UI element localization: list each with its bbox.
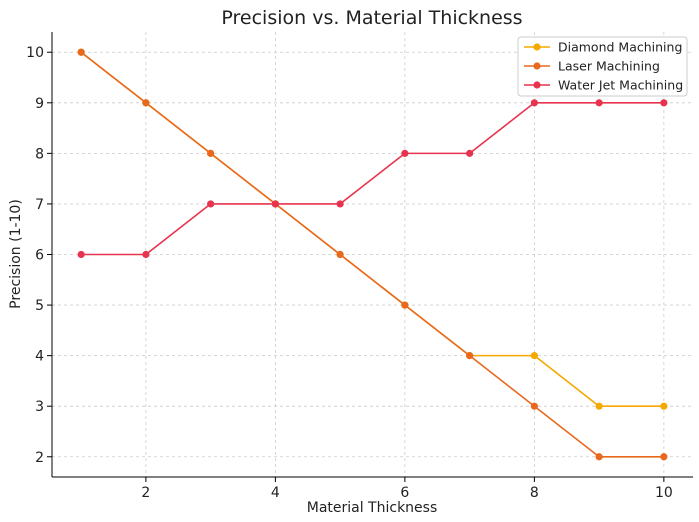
legend: Diamond Machining Laser Machining Water Je… [517, 36, 688, 97]
data-point-laser-machining-1 [77, 48, 85, 56]
legend-item: Water Jet Machining [524, 78, 683, 93]
data-point-laser-machining-6 [401, 301, 409, 309]
x-ticks: 2 4 6 8 10 [141, 477, 673, 501]
legend-label: Laser Machining [558, 59, 660, 74]
data-point-laser-machining-5 [336, 250, 344, 259]
series-laser-machining [77, 48, 668, 461]
legend-item: Diamond Machining [524, 40, 682, 55]
y-tick-label: 3 [35, 399, 44, 415]
data-point-diamond-machining-8 [530, 352, 538, 360]
y-ticks: 2 3 4 5 6 7 8 9 10 [26, 45, 52, 466]
x-tick-label: 10 [655, 485, 673, 501]
x-axis-title: Material Thickness [307, 500, 438, 516]
series-line-water-jet-machining [81, 101, 664, 256]
y-tick-label: 5 [35, 298, 44, 314]
legend-label: Diamond Machining [558, 40, 682, 55]
data-point-water-jet-machining-7 [466, 149, 474, 157]
chart-title: Precision vs. Material Thickness [221, 7, 522, 29]
legend-marker [533, 43, 541, 51]
data-point-water-jet-machining-1 [77, 250, 85, 259]
data-point-laser-machining-2 [142, 99, 150, 107]
legend-box [517, 36, 688, 97]
data-point-diamond-machining-9 [595, 402, 603, 410]
data-point-water-jet-machining-10 [660, 99, 668, 107]
data-point-laser-machining-3 [207, 149, 215, 157]
data-point-laser-machining-9 [595, 453, 603, 461]
data-point-water-jet-machining-9 [595, 99, 603, 107]
y-tick-label: 6 [35, 248, 44, 264]
data-point-water-jet-machining-3 [207, 200, 215, 208]
y-tick-label: 10 [26, 45, 44, 61]
x-tick-label: 4 [271, 485, 280, 501]
y-tick-label: 8 [35, 146, 44, 162]
series-water-jet-machining [77, 99, 668, 259]
y-axis-title: Precision (1-10) [8, 199, 24, 309]
series-line-laser-machining [80, 51, 664, 458]
legend-label: Water Jet Machining [558, 78, 683, 93]
data-point-water-jet-machining-8 [530, 99, 538, 107]
data-point-water-jet-machining-2 [142, 250, 150, 259]
legend-items: Diamond Machining Laser Machining Water Je… [524, 40, 683, 93]
series-layer [77, 48, 668, 461]
y-tick-label: 4 [35, 349, 44, 365]
legend-marker [533, 81, 541, 89]
y-tick-label: 2 [35, 450, 44, 466]
legend-item: Laser Machining [524, 59, 660, 74]
x-tick-label: 8 [530, 485, 539, 501]
y-tick-label: 9 [35, 96, 44, 112]
y-tick-label: 7 [35, 197, 44, 213]
data-point-water-jet-machining-5 [336, 200, 344, 208]
data-point-water-jet-machining-6 [401, 149, 409, 157]
x-tick-label: 6 [400, 485, 409, 501]
data-point-diamond-machining-10 [660, 402, 668, 410]
data-point-laser-machining-10 [660, 453, 668, 461]
data-point-laser-machining-7 [466, 352, 474, 360]
x-tick-label: 2 [141, 485, 150, 501]
series-line-diamond-machining [80, 51, 664, 408]
data-point-laser-machining-8 [530, 402, 538, 410]
legend-marker [533, 62, 541, 70]
data-point-water-jet-machining-4 [271, 200, 279, 208]
